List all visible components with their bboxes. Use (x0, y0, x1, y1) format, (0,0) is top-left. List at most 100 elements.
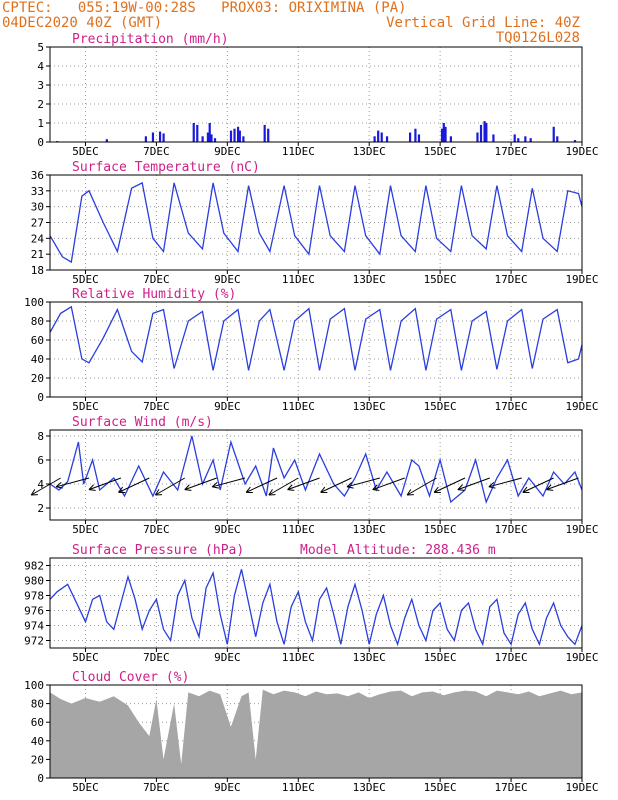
wind-arrow-head (546, 484, 554, 491)
precip-bar (385, 136, 389, 142)
y-tick-label: 978 (24, 590, 44, 603)
x-tick-label: 15DEC (424, 651, 457, 664)
wind-arrow (406, 477, 437, 496)
panel-frame (49, 557, 583, 649)
y-tick-label: 40 (31, 353, 44, 366)
x-tick-label: 19DEC (565, 781, 598, 794)
y-tick-label: 0 (37, 136, 44, 149)
precip-bar (573, 140, 577, 142)
wind-arrow-head (184, 484, 192, 491)
precip-bar (151, 132, 155, 142)
wind-arrow (56, 477, 90, 488)
y-tick-label: 972 (24, 635, 44, 648)
x-tick-label: 17DEC (495, 400, 528, 413)
precip-bar (210, 134, 213, 142)
precip-bar (529, 138, 532, 142)
wind-arrow (155, 477, 186, 496)
wind-arrow (346, 477, 380, 488)
x-tick-label: 19DEC (565, 651, 598, 664)
precip-bar (377, 130, 380, 142)
x-tick-label: 17DEC (495, 781, 528, 794)
wind-arrow-head (55, 481, 63, 489)
x-tick-label: 19DEC (565, 145, 598, 158)
precip-bar (238, 130, 241, 142)
y-tick-label: 100 (24, 679, 44, 692)
wind-arrow-head (488, 481, 496, 489)
panel-title: Cloud Cover (%) (72, 670, 189, 685)
precip-bar (414, 128, 417, 142)
header-model-id: TQ0126L028 (495, 30, 580, 46)
precip-bar (442, 123, 445, 142)
y-tick-label: 33 (31, 185, 44, 198)
x-tick-label: 11DEC (282, 400, 315, 413)
wind-arrow (184, 477, 217, 491)
y-tick-label: 60 (31, 716, 44, 729)
wind-arrow-head (88, 484, 96, 491)
y-tick-label: 60 (31, 334, 44, 347)
x-tick-label: 7DEC (143, 273, 170, 286)
y-tick-label: 4 (37, 60, 44, 73)
x-tick-label: 5DEC (72, 400, 99, 413)
header-date: 04DEC2020 40Z (GMT) (2, 15, 163, 31)
precip-bar (380, 132, 383, 142)
x-tick-label: 15DEC (424, 781, 457, 794)
y-tick-label: 0 (37, 772, 44, 785)
x-tick-label: 17DEC (495, 523, 528, 536)
wind-arrow-head (211, 481, 219, 489)
wind-arrow (30, 477, 61, 496)
panel-frame (49, 46, 583, 143)
precip-bar (517, 138, 520, 142)
x-tick-label: 5DEC (72, 523, 99, 536)
precip-bar (263, 124, 266, 142)
precip-bar (242, 136, 245, 142)
wind-arrow (372, 477, 405, 491)
precip-bar (476, 132, 479, 142)
wind-arrow-head (522, 486, 530, 494)
precip-bar (208, 123, 211, 142)
x-tick-label: 5DEC (72, 781, 99, 794)
panel-frame (49, 429, 583, 521)
x-tick-label: 9DEC (214, 523, 241, 536)
y-tick-label: 1 (37, 117, 44, 130)
x-tick-label: 11DEC (282, 273, 315, 286)
x-tick-label: 11DEC (282, 145, 315, 158)
x-tick-label: 17DEC (495, 145, 528, 158)
x-tick-label: 7DEC (143, 651, 170, 664)
y-tick-label: 20 (31, 372, 44, 385)
precip-bar (483, 121, 486, 142)
y-tick-label: 2 (37, 98, 44, 111)
series-line (49, 305, 583, 371)
wind-arrow (245, 477, 278, 493)
precip-bar (492, 134, 495, 142)
x-tick-label: 19DEC (565, 523, 598, 536)
wind-arrow-head (320, 486, 328, 494)
precip-bar (524, 136, 527, 142)
x-tick-label: 5DEC (72, 651, 99, 664)
wind-arrow-head (406, 489, 414, 496)
x-tick-label: 13DEC (353, 781, 386, 794)
y-tick-label: 4 (37, 478, 44, 491)
y-tick-label: 2 (37, 502, 44, 515)
y-tick-label: 3 (37, 79, 44, 92)
x-tick-label: 5DEC (72, 273, 99, 286)
precip-bar (144, 136, 147, 142)
y-tick-label: 80 (31, 698, 44, 711)
x-tick-label: 15DEC (424, 400, 457, 413)
series-line (49, 181, 583, 264)
x-tick-label: 7DEC (143, 523, 170, 536)
y-tick-label: 974 (24, 620, 44, 633)
y-tick-label: 27 (31, 217, 44, 230)
wind-arrow (522, 477, 554, 493)
wind-arrow-head (118, 486, 126, 494)
wind-arrow (488, 477, 522, 488)
x-tick-label: 15DEC (424, 273, 457, 286)
precip-bar (213, 138, 217, 142)
wind-arrow-head (433, 486, 441, 494)
y-tick-label: 30 (31, 201, 44, 214)
wind-arrow (457, 477, 490, 491)
x-tick-label: 17DEC (495, 273, 528, 286)
x-tick-label: 19DEC (565, 273, 598, 286)
y-tick-label: 0 (37, 391, 44, 404)
precip-bar (444, 126, 447, 142)
panel-frame (49, 684, 583, 779)
